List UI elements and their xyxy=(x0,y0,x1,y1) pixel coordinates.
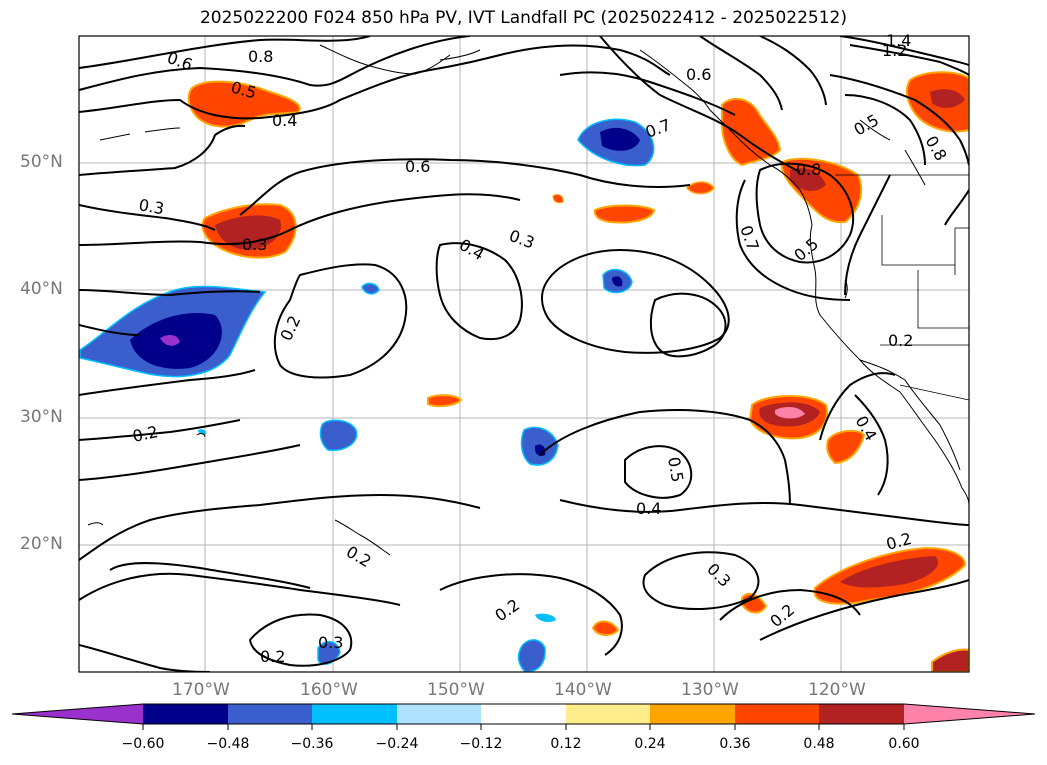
colorbar-tick-label: −0.24 xyxy=(375,736,419,752)
lat-label: 40°N xyxy=(20,279,63,299)
contour-label: 0.2 xyxy=(888,331,913,350)
lon-label: 130°W xyxy=(681,680,739,700)
colorbar-tick-label: −0.12 xyxy=(459,736,503,752)
contour-label: 0.8 xyxy=(248,47,273,66)
contour-label: 0.8 xyxy=(796,160,821,179)
colorbar-bin xyxy=(312,704,397,724)
contour-label: 0.4 xyxy=(636,499,661,518)
contour-label: 0.2 xyxy=(260,647,285,666)
contour-label: 0.5 xyxy=(664,455,687,483)
positive-anomaly-shading xyxy=(187,71,969,672)
colorbar-bin xyxy=(819,704,904,724)
colorbar-tick-label: 0.36 xyxy=(719,736,751,752)
negative-anomaly-shading xyxy=(79,118,655,672)
colorbar-bin xyxy=(397,704,481,724)
lon-label: 120°W xyxy=(808,680,866,700)
colorbar-bin xyxy=(143,704,228,724)
lat-label: 50°N xyxy=(20,152,63,172)
colorbar-tick-label: 0.60 xyxy=(888,736,920,752)
contour-label: 0.3 xyxy=(242,235,267,254)
contour-label: 1.4 xyxy=(886,31,911,50)
contour-label: 0.2 xyxy=(131,422,160,446)
colorbar-tick-label: −0.36 xyxy=(290,736,334,752)
colorbar-bin xyxy=(735,704,819,724)
colorbar-extend-high xyxy=(904,704,1035,724)
colorbar-tick-label: −0.48 xyxy=(206,736,250,752)
contour-label: 0.3 xyxy=(137,195,165,218)
contour-label: 0.6 xyxy=(686,65,711,84)
contour-label: 0.3 xyxy=(318,633,343,652)
colorbar-tick-label: 0.48 xyxy=(803,736,835,752)
colorbar-bin xyxy=(228,704,312,724)
colorbar-bin xyxy=(566,704,650,724)
colorbar-bin xyxy=(481,704,566,724)
coastlines xyxy=(87,44,969,556)
colorbar-bin xyxy=(650,704,735,724)
colorbar-tick-label: 0.12 xyxy=(550,736,582,752)
contour-label: 1.2 xyxy=(882,41,907,60)
map-title: 2025022200 F024 850 hPa PV, IVT Landfall… xyxy=(199,8,847,28)
political-borders xyxy=(835,174,969,401)
lon-label: 170°W xyxy=(172,680,230,700)
lon-label: 150°W xyxy=(427,680,485,700)
lon-label: 140°W xyxy=(554,680,612,700)
lat-label: 30°N xyxy=(20,407,63,427)
contour-label: 0.6 xyxy=(405,157,430,176)
colorbar xyxy=(11,703,1036,730)
colorbar-tick-label: −0.60 xyxy=(121,736,165,752)
map-frame xyxy=(78,35,970,673)
colorbar-extend-low xyxy=(12,704,143,724)
lat-label: 20°N xyxy=(20,534,63,554)
colorbar-tick-label: 0.24 xyxy=(634,736,666,752)
contour-label: 0.4 xyxy=(272,111,297,130)
lon-label: 160°W xyxy=(300,680,358,700)
